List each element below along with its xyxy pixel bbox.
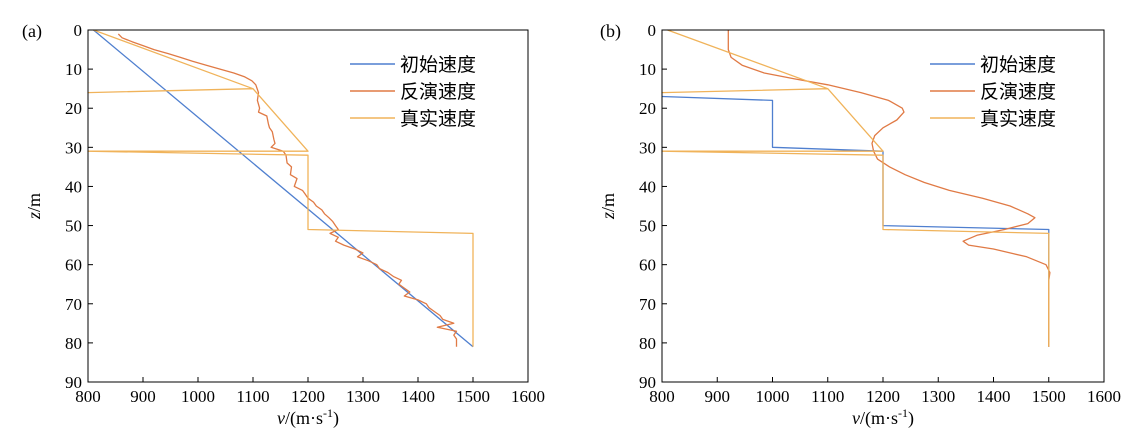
y-axis-label-var: z <box>598 212 618 220</box>
y-tick-label: 50 <box>639 217 656 236</box>
legend-label: 初始速度 <box>980 54 1056 76</box>
x-axis-label-sup: -1 <box>898 406 908 420</box>
y-tick-label: 60 <box>639 256 656 275</box>
legend-label: 反演速度 <box>980 81 1056 103</box>
y-tick-label: 40 <box>639 177 656 196</box>
x-tick-label: 1000 <box>181 387 215 406</box>
x-tick-label: 800 <box>649 387 675 406</box>
legend-label: 反演速度 <box>400 81 476 103</box>
chart-panel-a: 800 900 1000 1100 1200 1300 1400 1500 1600 0 10 20 3… <box>22 21 545 429</box>
y-tick-label: 20 <box>65 99 82 118</box>
x-tick-label: 1500 <box>1032 387 1066 406</box>
x-tick-label: 1200 <box>866 387 900 406</box>
x-axis-label-close: ) <box>908 408 914 429</box>
y-tick-label: 90 <box>65 373 82 392</box>
y-tick-label: 70 <box>639 295 656 314</box>
x-axis-label-sup: -1 <box>323 406 333 420</box>
panel-label: (a) <box>22 21 42 42</box>
y-axis-label: z/m <box>598 193 618 220</box>
y-tick-label: 30 <box>65 138 82 157</box>
series-line-inverted <box>117 33 458 347</box>
series-line-initial <box>93 29 474 348</box>
x-tick-label: 1600 <box>1087 387 1121 406</box>
x-axis-label: v/(m·s-1) <box>277 406 339 429</box>
y-tick-label: 0 <box>648 21 657 40</box>
x-tick-label: 1600 <box>511 387 545 406</box>
y-tick-label: 20 <box>639 99 656 118</box>
x-tick-label: 900 <box>130 387 156 406</box>
x-axis-label-var: v <box>852 408 860 428</box>
y-tick-label: 60 <box>65 256 82 275</box>
legend-label: 真实速度 <box>400 108 476 130</box>
x-tick-label: 1000 <box>756 387 790 406</box>
panel-label: (b) <box>600 21 621 42</box>
y-tick-label: 70 <box>65 295 82 314</box>
x-tick-label: 1300 <box>921 387 955 406</box>
x-axis-label-close: ) <box>333 408 339 429</box>
y-axis-label-unit: /m <box>598 193 618 212</box>
y-axis-label-unit: /m <box>24 193 44 212</box>
y-tick-label: 0 <box>74 21 83 40</box>
y-tick-label: 10 <box>65 60 82 79</box>
x-tick-label: 1500 <box>456 387 490 406</box>
y-tick-label: 30 <box>639 138 656 157</box>
x-axis-label-unit: /(m·s <box>285 408 323 429</box>
y-axis-label-var: z <box>24 212 44 220</box>
x-tick-label: 1400 <box>977 387 1011 406</box>
x-tick-label: 1100 <box>811 387 844 406</box>
x-tick-label: 1100 <box>236 387 269 406</box>
y-tick-label: 80 <box>639 334 656 353</box>
series-line-initial <box>661 95 1050 347</box>
y-tick-label: 80 <box>65 334 82 353</box>
x-tick-label: 1300 <box>346 387 380 406</box>
x-tick-label: 1200 <box>291 387 325 406</box>
chart-panel-b: 800 900 1000 1100 1200 1300 1400 1500 1600 0 10 20 3… <box>598 21 1121 429</box>
x-axis-label-unit: /(m·s <box>860 408 898 429</box>
y-tick-label: 50 <box>65 217 82 236</box>
x-tick-label: 800 <box>75 387 101 406</box>
series-line-true <box>87 29 474 347</box>
legend-label: 初始速度 <box>400 54 476 76</box>
series-line-inverted <box>727 30 1051 347</box>
x-axis-label-var: v <box>277 408 285 428</box>
x-tick-label: 900 <box>705 387 731 406</box>
series-line-true <box>661 29 1050 347</box>
y-tick-label: 90 <box>639 373 656 392</box>
x-axis-label: v/(m·s-1) <box>852 406 914 429</box>
legend-label: 真实速度 <box>980 108 1056 130</box>
y-axis-label: z/m <box>24 193 44 220</box>
y-tick-label: 10 <box>639 60 656 79</box>
x-tick-label: 1400 <box>401 387 435 406</box>
y-tick-label: 40 <box>65 177 82 196</box>
